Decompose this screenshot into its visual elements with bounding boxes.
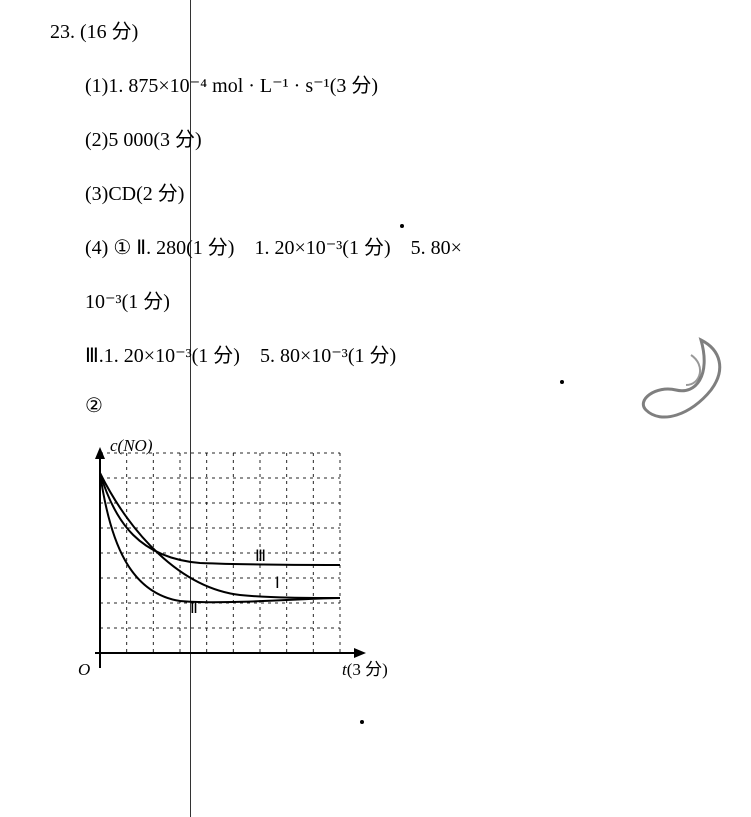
stray-dot-2 xyxy=(360,720,364,724)
answer-4-num: (4) xyxy=(85,237,108,259)
answer-4-p5: (1 分) xyxy=(348,345,396,367)
stray-dot-3 xyxy=(560,380,564,384)
answer-1-pts: (3 分) xyxy=(330,75,378,97)
svg-text:Ⅱ: Ⅱ xyxy=(190,600,198,617)
svg-text:Ⅰ: Ⅰ xyxy=(275,575,280,592)
answer-4-p1: (1 分) xyxy=(186,237,234,259)
answer-4-v1: 280 xyxy=(156,237,186,259)
answer-4-sub1: ① xyxy=(113,237,131,259)
answer-4-v4: 1. 20×10⁻³ xyxy=(104,345,192,367)
answer-3-num: (3) xyxy=(85,183,108,205)
concentration-chart: Ⅰ Ⅱ Ⅲc(NO) Ot(3 分) xyxy=(60,433,400,703)
answer-4-v3b: 10⁻³ xyxy=(85,291,122,313)
roman-2-label: Ⅱ. xyxy=(136,237,151,259)
answer-1-num: (1) xyxy=(85,75,108,97)
answer-2-value: 5 000 xyxy=(108,129,153,151)
answer-2-num: (2) xyxy=(85,129,108,151)
answer-1-value: 1. 875×10⁻⁴ mol · L⁻¹ · s⁻¹ xyxy=(108,75,329,97)
answer-4-p3: (1 分) xyxy=(122,291,170,313)
chart-container: Ⅰ Ⅱ Ⅲc(NO) Ot(3 分) xyxy=(60,433,731,708)
answer-4-v2: 1. 20×10⁻³ xyxy=(254,237,342,259)
answer-3-value: CD xyxy=(108,183,136,205)
answer-3: (3)CD(2 分) xyxy=(85,177,731,206)
answer-4-line2: 10⁻³(1 分) xyxy=(85,285,731,314)
stray-dot xyxy=(400,224,404,228)
answer-4-p4: (1 分) xyxy=(192,345,240,367)
question-header: 23. (16 分) xyxy=(50,15,731,44)
answer-1: (1)1. 875×10⁻⁴ mol · L⁻¹ · s⁻¹(3 分) xyxy=(85,69,731,98)
svg-text:O: O xyxy=(78,660,90,679)
answer-4-v5: 5. 80×10⁻³ xyxy=(260,345,348,367)
circled-2: ② xyxy=(85,395,103,417)
answer-2: (2)5 000(3 分) xyxy=(85,123,731,152)
answer-3-pts: (2 分) xyxy=(136,183,184,205)
question-points: (16 分) xyxy=(80,21,138,43)
answer-4-p2: (1 分) xyxy=(342,237,390,259)
question-number: 23. xyxy=(50,21,75,43)
answer-4-line3: Ⅲ.1. 20×10⁻³(1 分) 5. 80×10⁻³(1 分) xyxy=(85,339,731,368)
svg-text:c(NO): c(NO) xyxy=(110,436,153,455)
answer-4-sub2: ② xyxy=(85,393,731,418)
roman-3-label: Ⅲ. xyxy=(85,345,104,367)
answer-2-pts: (3 分) xyxy=(153,129,201,151)
answer-4-line1: (4) ① Ⅱ. 280(1 分) 1. 20×10⁻³(1 分) 5. 80× xyxy=(85,231,731,260)
answer-4-v3: 5. 80× xyxy=(411,237,462,259)
svg-text:Ⅲ: Ⅲ xyxy=(255,548,266,565)
svg-text:t(3 分): t(3 分) xyxy=(342,660,388,679)
